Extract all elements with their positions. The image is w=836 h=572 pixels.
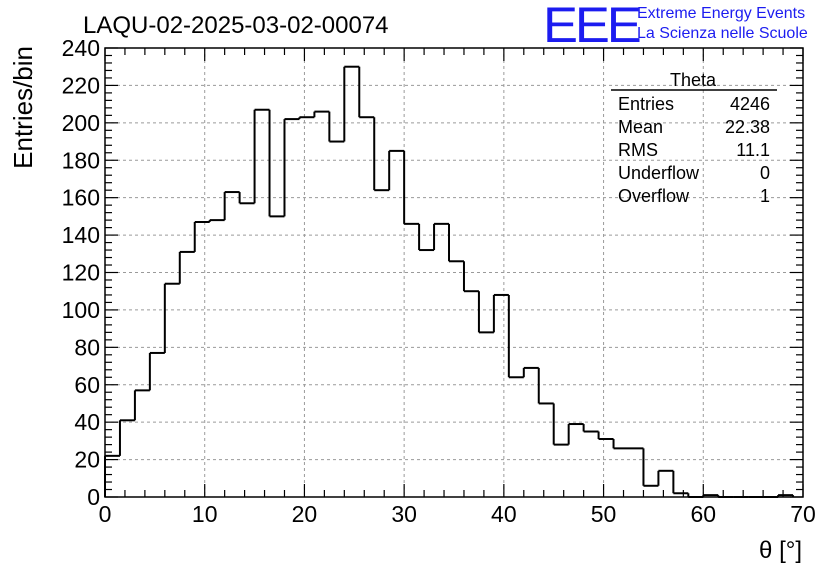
y-tick-label: 240 <box>62 35 100 61</box>
x-tick-label: 50 <box>591 501 617 527</box>
plot-frame <box>104 47 804 498</box>
y-tick-label: 120 <box>62 260 100 286</box>
axis-ticks <box>104 47 804 498</box>
x-tick-label: 40 <box>491 501 517 527</box>
x-tick-label: 10 <box>192 501 218 527</box>
stats-row-value: 22.38 <box>725 117 770 137</box>
stats-row-value: 11.1 <box>736 140 770 160</box>
chart-title: LAQU-02-2025-03-02-00074 <box>83 12 389 39</box>
x-tick-label: 0 <box>99 501 112 527</box>
stats-title: Theta <box>670 70 717 90</box>
logo-line-1: Extreme Energy Events <box>637 5 806 22</box>
eee-logo-mark: EEE <box>543 0 642 53</box>
stats-row-value: 4246 <box>730 94 770 114</box>
x-tick-label: 60 <box>690 501 716 527</box>
stats-row-label: Underflow <box>618 163 700 183</box>
x-axis-label: θ [°] <box>759 537 802 564</box>
stats-box: Theta Entries 4246 Mean 22.38 RMS 11.1 Underfl… <box>611 70 777 206</box>
stats-row-label: Entries <box>618 94 674 114</box>
x-tick-label: 20 <box>292 501 318 527</box>
y-tick-label: 220 <box>62 72 100 98</box>
stats-row-value: 0 <box>760 163 770 183</box>
x-tick-label: 70 <box>790 501 816 527</box>
stats-row-label: Mean <box>618 117 663 137</box>
y-tick-label: 100 <box>62 297 100 323</box>
y-tick-label: 140 <box>62 222 100 248</box>
y-tick-label: 60 <box>74 372 100 398</box>
y-tick-label: 80 <box>74 334 100 360</box>
x-tick-label: 30 <box>391 501 417 527</box>
stats-row-label: RMS <box>618 140 658 160</box>
y-tick-label: 20 <box>74 447 100 473</box>
y-tick-label: 200 <box>62 110 100 136</box>
y-tick-label: 180 <box>62 147 100 173</box>
y-tick-label: 0 <box>87 484 100 510</box>
y-axis-label: Entries/bin <box>8 46 38 169</box>
grid-lines <box>105 48 803 497</box>
tick-labels: 0 10 20 30 40 50 60 700204060801001201401601802… <box>62 35 816 527</box>
stats-row-value: 1 <box>760 186 770 206</box>
histogram-bins <box>104 65 795 498</box>
y-tick-label: 40 <box>74 409 100 435</box>
y-tick-label: 160 <box>62 185 100 211</box>
stats-row-label: Overflow <box>618 186 690 206</box>
logo-line-2: La Scienza nelle Scuole <box>637 25 808 42</box>
